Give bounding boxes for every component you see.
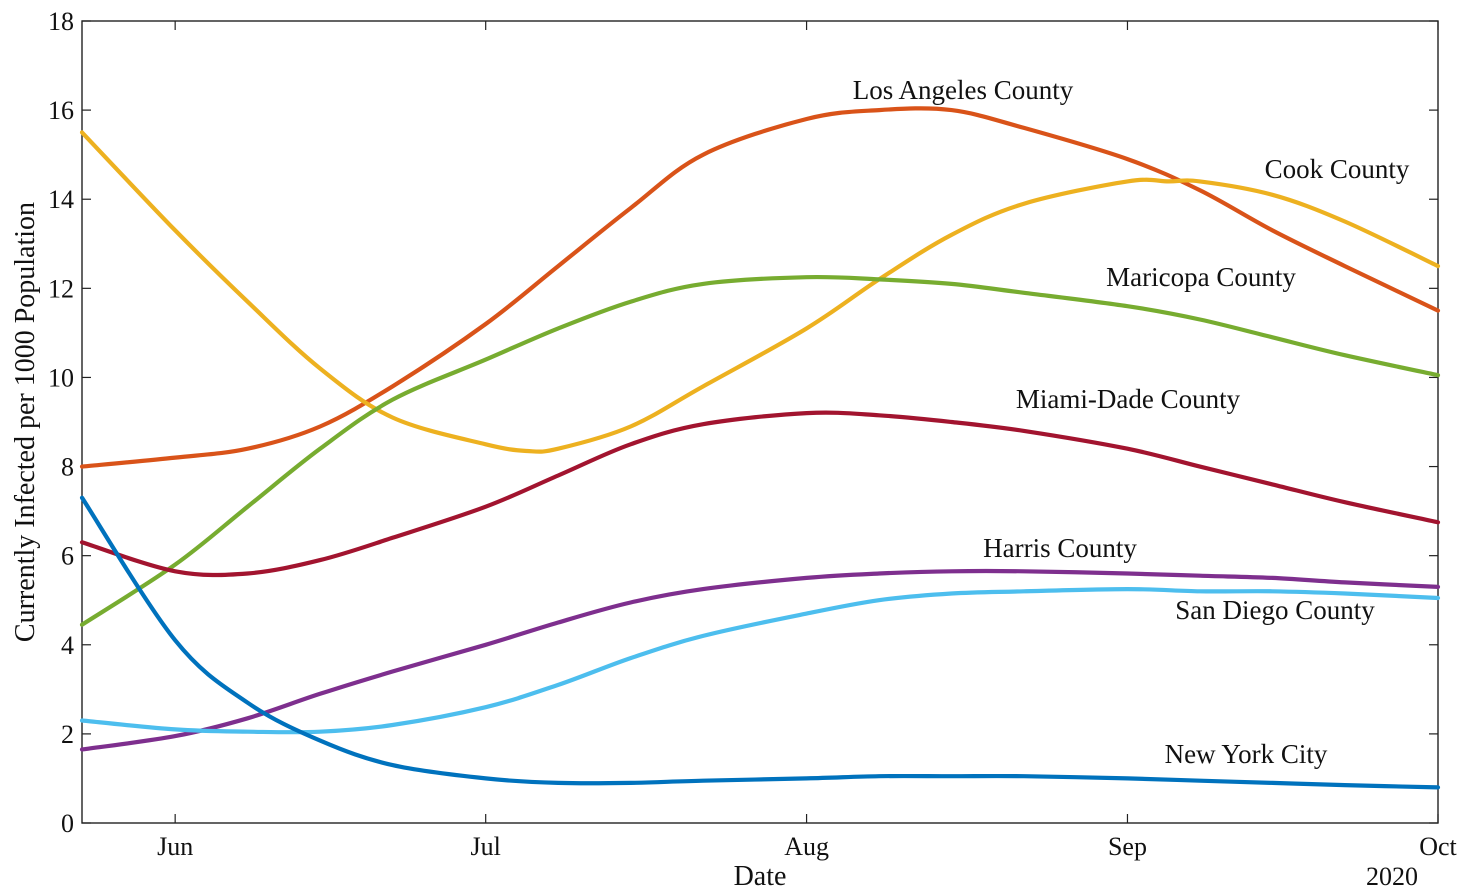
x-axis-year-label: 2020 [1366,862,1418,891]
y-tick-label: 4 [61,631,74,660]
y-tick-label: 14 [48,185,74,214]
x-tick-label: Aug [784,832,829,861]
x-tick-label: Jun [157,832,193,861]
series-line-cook-county [79,130,1441,454]
y-tick-label: 16 [48,96,74,125]
x-axis-ticks: Jun Jul Aug Sep Oct [157,21,1458,861]
series-label-miami-dade-county: Miami-Dade County [1016,384,1241,414]
series-label-los-angeles-county: Los Angeles County [853,75,1074,105]
y-tick-label: 0 [61,809,74,838]
x-axis-title: Date [734,861,787,892]
axes-box [81,20,1439,824]
y-axis-ticks: 0 2 4 6 8 10 12 14 16 18 [48,7,1438,838]
y-tick-label: 12 [48,274,74,303]
series-label-harris-county: Harris County [983,533,1137,563]
series-label-san-diego-county: San Diego County [1175,595,1375,625]
series-line-new-york-city [79,495,1441,790]
series-line-harris-county [79,568,1441,752]
x-tick-label: Jul [471,832,501,861]
series-label-new-york-city: New York City [1165,739,1328,769]
series-line-san-diego-county [79,587,1441,735]
y-tick-label: 8 [61,453,74,482]
x-tick-label: Sep [1108,832,1147,861]
series-label-cook-county: Cook County [1265,154,1410,184]
series-label-maricopa-county: Maricopa County [1106,262,1296,292]
plot-area [81,20,1439,824]
y-tick-label: 18 [48,7,74,36]
y-axis-title: Currently Infected per 1000 Population [10,202,41,642]
x-tick-label: Oct [1419,832,1457,861]
series-line-miami-dade-county [79,410,1441,578]
y-tick-label: 2 [61,720,74,749]
series-line-maricopa-county [79,274,1441,627]
series-lines [79,106,1441,790]
series-labels: Los Angeles County Cook County Maricopa Co… [853,75,1410,769]
y-tick-label: 10 [48,363,74,392]
series-line-los-angeles-county [79,106,1441,469]
y-tick-label: 6 [61,542,74,571]
